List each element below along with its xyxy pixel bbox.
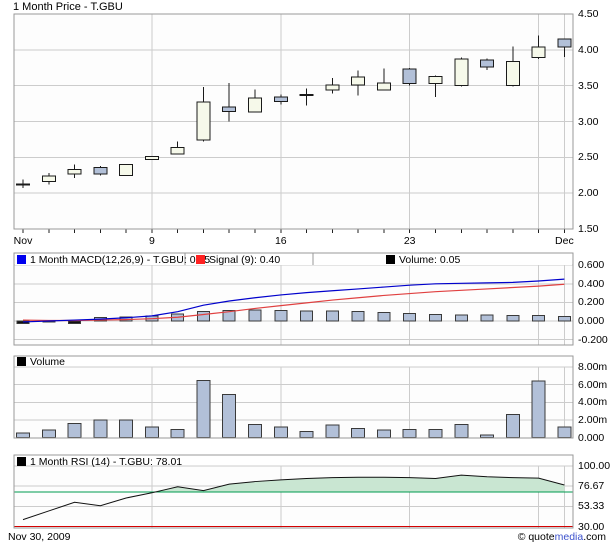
rsi-y-axis-label: 30.00 [578,520,605,533]
macd-y-axis-label: 0.000 [578,315,605,327]
price-y-axis-label: 3.00 [578,115,599,128]
rsi-y-axis-label: 53.33 [578,500,605,513]
rsi-legend-label: 1 Month RSI (14) - T.GBU: 78.01 [30,456,183,468]
chart-title: 1 Month Price - T.GBU [13,1,123,13]
volume-y-axis-label: 6.00m [578,378,608,391]
macd-volume-legend-item: Volume: 0.05 [386,255,460,266]
footer-date: Nov 30, 2009 [8,531,71,543]
macd-y-axis-label: 0.600 [578,259,605,272]
volume-legend-label: Volume [30,356,66,368]
x-axis-label: 16 [274,235,287,247]
x-axis-label: 9 [148,235,155,247]
price-y-axis-label: 1.50 [578,223,599,235]
price-y-axis-label: 4.50 [578,8,599,20]
volume-y-axis-label: 0.000 [578,431,605,444]
x-axis-label: Dec [555,235,574,247]
signal-swatch-icon [196,255,205,264]
rsi-swatch-icon [17,457,26,466]
volume-y-axis-label: 8.00m [578,361,608,374]
macd-volume-swatch-icon [386,255,395,264]
macd-y-axis-label: 0.400 [578,277,605,290]
macd-y-axis-label: -0.200 [578,333,608,346]
volume-y-axis-label: 4.00m [578,396,608,409]
credit-brand: media [554,531,584,543]
x-axis-label: Nov [13,235,33,247]
price-y-axis-label: 2.50 [578,151,599,164]
volume-swatch-icon [17,357,26,366]
price-y-axis-label: 4.00 [578,43,599,56]
macd-legend-item: 1 Month MACD(12,26,9) - T.GBU: 0.45 [17,255,210,266]
x-axis-label: 23 [403,235,416,247]
price-y-axis-label: 2.00 [578,187,599,200]
credit-suffix: .com [583,531,606,543]
rsi-y-axis-label: 100.00 [578,460,611,472]
rsi-legend-item: 1 Month RSI (14) - T.GBU: 78.01 [17,457,182,468]
macd-legend-label: 1 Month MACD(12,26,9) - T.GBU: 0.45 [30,254,211,266]
macd-volume-legend-label: Volume: 0.05 [399,254,461,266]
macd-swatch-icon [17,255,26,264]
macd-y-axis-label: 0.200 [578,296,605,309]
signal-legend-item: Signal (9): 0.40 [196,255,280,266]
price-y-axis-label: 3.50 [578,79,599,92]
rsi-y-axis-label: 76.67 [578,480,605,493]
footer-credit: © quotemedia.com [518,531,606,543]
signal-legend-label: Signal (9): 0.40 [209,254,281,266]
volume-legend-item: Volume [17,357,65,368]
credit-prefix: © quote [517,531,555,543]
volume-y-axis-label: 2.00m [578,413,608,426]
